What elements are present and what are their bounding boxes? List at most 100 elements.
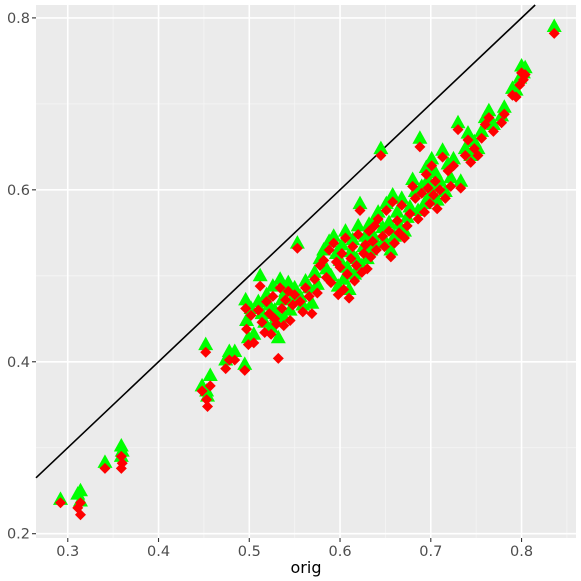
- diamond-point: [424, 198, 436, 210]
- diamond-point: [239, 364, 251, 376]
- diamond-point: [396, 199, 408, 211]
- diamond-point: [343, 292, 355, 304]
- diamond-point: [267, 290, 279, 302]
- diamond-point: [426, 160, 438, 172]
- triangle-point: [272, 271, 288, 285]
- diamond-point: [548, 27, 560, 39]
- diamond-point: [74, 497, 86, 509]
- diamond-point: [328, 237, 340, 249]
- triangle-point: [246, 326, 262, 340]
- y-tick-label: 0.8: [7, 11, 30, 27]
- identity-reference-line: [35, 4, 536, 479]
- diamond-point: [420, 168, 432, 180]
- diamond-point: [387, 196, 399, 208]
- triangle-point: [292, 288, 308, 302]
- triangle-point: [289, 235, 305, 249]
- diamond-point: [99, 462, 111, 474]
- triangle-point: [237, 356, 253, 370]
- diamond-point: [367, 235, 379, 247]
- triangle-point: [496, 99, 512, 113]
- diamond-point: [338, 284, 350, 296]
- triangle-point: [326, 228, 342, 242]
- x-tick-label: 0.3: [56, 544, 79, 560]
- triangle-point: [198, 336, 214, 351]
- diamond-point: [414, 141, 426, 153]
- triangle-point: [437, 183, 453, 198]
- diamond-point: [334, 261, 346, 273]
- triangle-point: [389, 204, 405, 218]
- diamond-point: [496, 117, 508, 129]
- diamond-point: [229, 354, 241, 366]
- triangle-point: [250, 293, 266, 308]
- diamond-point: [428, 189, 440, 201]
- diamond-point: [416, 187, 428, 199]
- triangle-point: [347, 266, 363, 280]
- diamond-point: [323, 244, 335, 256]
- triangle-point: [282, 302, 298, 316]
- diamond-point: [354, 204, 366, 216]
- diamond-point: [476, 132, 488, 144]
- triangle-point: [252, 267, 268, 282]
- triangle-point: [345, 231, 361, 246]
- triangle-point: [202, 367, 218, 382]
- diamond-point: [245, 309, 257, 321]
- diamond-point: [377, 230, 389, 242]
- diamond-point: [55, 497, 67, 509]
- diamond-point: [409, 192, 421, 204]
- diamond-point: [196, 385, 208, 397]
- diamond-point: [200, 346, 212, 358]
- diamond-point: [201, 394, 213, 406]
- diamond-point: [447, 160, 459, 172]
- triangle-point: [383, 242, 399, 256]
- triangle-point: [378, 195, 394, 210]
- diamond-point: [350, 259, 362, 271]
- x-axis-ticks: 0.3 0.4 0.5 0.6 0.7 0.8: [56, 538, 533, 560]
- triangle-point: [402, 199, 418, 213]
- diamond-point: [271, 318, 283, 330]
- triangle-point: [339, 259, 355, 273]
- diamond-point: [309, 273, 321, 285]
- diamond-point: [418, 206, 430, 218]
- triangle-point: [97, 454, 113, 468]
- diamond-point: [404, 208, 416, 220]
- x-tick-label: 0.7: [419, 544, 442, 560]
- triangle-point: [485, 116, 501, 130]
- diamond-point: [379, 241, 391, 253]
- diamond-point: [272, 352, 284, 364]
- triangle-point: [254, 305, 270, 320]
- triangle-point: [381, 214, 397, 228]
- diamond-point: [265, 328, 277, 340]
- diamond-point: [431, 203, 443, 215]
- x-tick-label: 0.8: [510, 544, 533, 560]
- diamond-point: [311, 287, 323, 299]
- diamond-point: [385, 251, 397, 263]
- diamond-point: [383, 225, 395, 237]
- diamond-point: [459, 149, 471, 161]
- diamond-point: [352, 229, 364, 241]
- triangle-point: [113, 438, 129, 452]
- diamond-point: [349, 275, 361, 287]
- triangle-point: [418, 159, 434, 173]
- triangle-point: [481, 102, 497, 117]
- triangle-point: [435, 142, 451, 156]
- diamond-point: [401, 220, 413, 232]
- diamond-point: [303, 290, 315, 302]
- triangle-point: [394, 190, 410, 204]
- diamond-series-points: [55, 27, 560, 521]
- triangle-point: [238, 291, 254, 306]
- diamond-point: [254, 280, 266, 292]
- diamond-point: [472, 149, 484, 161]
- diamond-point: [252, 304, 264, 316]
- triangle-point: [337, 223, 353, 237]
- diamond-point: [115, 450, 127, 462]
- diamond-point: [297, 306, 309, 318]
- triangle-point: [350, 217, 366, 232]
- diamond-point: [116, 457, 128, 469]
- diamond-point: [412, 213, 424, 225]
- diamond-point: [487, 125, 499, 137]
- diamond-point: [220, 363, 232, 375]
- triangle-point: [460, 125, 476, 139]
- diamond-point: [437, 151, 449, 163]
- triangle-point: [405, 171, 421, 186]
